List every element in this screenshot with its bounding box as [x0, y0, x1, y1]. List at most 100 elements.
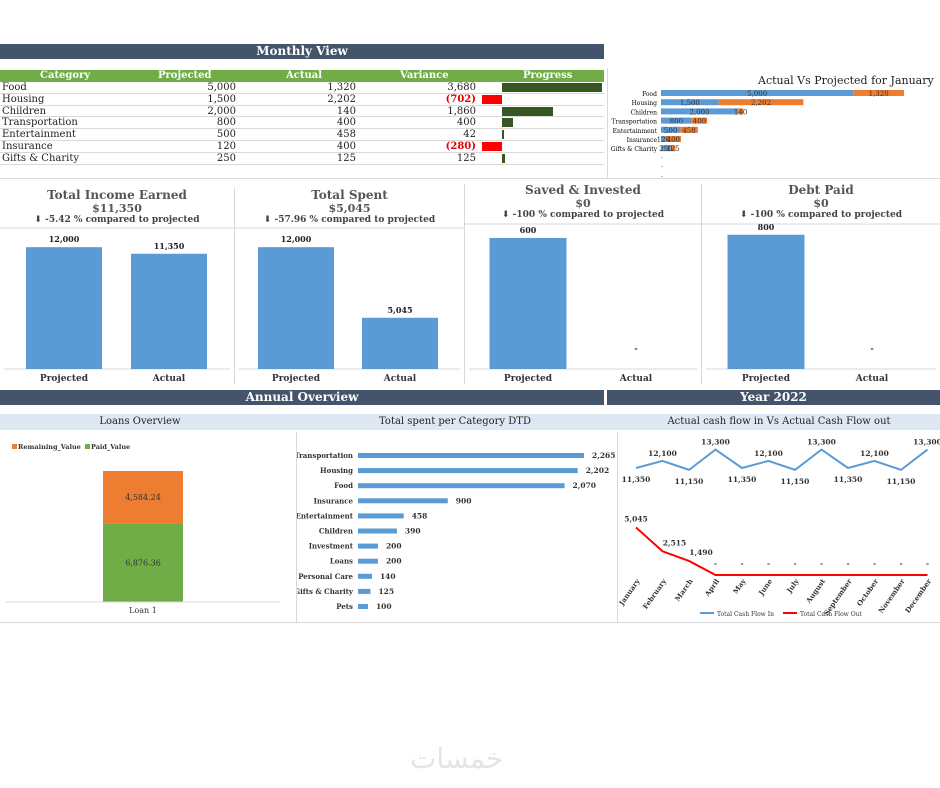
cell-actual: 140 [336, 105, 356, 117]
category-label: Projected [742, 374, 791, 384]
data-label: 390 [405, 527, 421, 536]
cell-actual: 400 [336, 117, 356, 129]
empty-label: - [661, 164, 663, 171]
cell-category: Entertainment [2, 129, 76, 141]
projected-label: 5,000 [747, 90, 767, 98]
data-label: 12,000 [49, 234, 80, 244]
income-bar-chart: 12,000 Projected 11,350 Actual [0, 227, 234, 384]
kpi-spent-panel: Total Spent $5,045 ⬇ -57.96 % compared t… [235, 184, 464, 384]
kpi-debt-title: Debt Paid [788, 183, 854, 197]
spent-bar [358, 588, 371, 594]
category-label: Personal Care [298, 572, 353, 581]
projected-bar [661, 90, 854, 96]
actual-label: 140 [734, 108, 747, 116]
data-label: 5,045 [624, 514, 648, 523]
actual-label: 1,320 [869, 90, 889, 98]
kpi-bar [258, 247, 334, 369]
select-month-link[interactable]: Select the Month ▶ [725, 46, 833, 57]
month-label: August [803, 576, 827, 605]
spent-bar-chart: 12,000 Projected 5,045 Actual [235, 227, 464, 384]
remaining-segment [103, 471, 183, 524]
category-label: Projected [40, 374, 89, 384]
data-label: - [926, 559, 929, 568]
actual-vs-projected-svg: Food 5,000 1,320 Housing 1,500 2,202 Children 2… [611, 90, 905, 178]
cell-projected: 500 [216, 129, 236, 141]
kpi-spent-value: $5,045 [328, 202, 371, 215]
data-label: 1,490 [689, 548, 713, 557]
category-label: Children [319, 527, 353, 536]
annual-overview-title: Annual Overview [0, 390, 604, 405]
data-label: 2,265 [592, 451, 616, 460]
month-label: June [756, 577, 775, 598]
cash-in-line [635, 448, 929, 471]
spent-bar [358, 513, 404, 519]
data-label: 11,350 [834, 475, 863, 484]
divider [0, 622, 940, 623]
watermark-logo: خمسات [410, 742, 504, 775]
projected-bar [661, 108, 738, 115]
data-label: - [820, 559, 823, 568]
kpi-spent-compare: ⬇ -57.96 % compared to projected [263, 215, 436, 225]
legend-label: Remaining_Value [18, 443, 81, 451]
month-label: October [855, 577, 881, 608]
category-label: Projected [272, 374, 321, 384]
category-label: Actual [383, 374, 417, 384]
month-label: May [731, 576, 748, 595]
category-label: Actual [152, 374, 186, 384]
kpi-debt-value: $0 [813, 197, 829, 210]
empty-label: - [661, 173, 663, 178]
table-row: Housing 1,500 2,202 (702) [0, 94, 604, 106]
data-label: - [714, 559, 717, 568]
table-header: Category Projected Actual Variance Progr… [0, 70, 604, 82]
data-label: 13,300 [913, 438, 940, 447]
loans-overview-title: Loans Overview [99, 416, 181, 427]
cell-variance: 42 [463, 129, 476, 141]
cell-category: Insurance [2, 140, 53, 152]
kpi-bar [362, 317, 438, 369]
kpi-debt-panel: Debt Paid $0 ⬇ -100 % compared to projec… [702, 180, 940, 384]
data-label: 11,150 [675, 477, 704, 486]
debt-bar-chart: 800 Projected - Actual [702, 222, 940, 384]
projected-label: 2,000 [689, 108, 709, 116]
selected-month-value[interactable]: January [829, 46, 873, 57]
data-label: - [899, 559, 902, 568]
data-label: 458 [412, 511, 428, 520]
category-label: Actual [619, 374, 653, 384]
category-label: Food [334, 481, 353, 490]
kpi-income-value: $11,350 [92, 202, 142, 215]
cell-category: Children [2, 105, 47, 117]
cell-projected: 800 [216, 117, 236, 129]
spent-bar [358, 498, 448, 504]
data-label: - [634, 343, 637, 353]
data-label: 12,100 [648, 449, 677, 458]
kpi-saved-value: $0 [575, 197, 591, 210]
spent-bar [358, 573, 372, 579]
table-row: Food 5,000 1,320 3,680 [0, 82, 604, 94]
table-row: Entertainment 500 458 42 [0, 129, 604, 141]
kpi-saved-compare: ⬇ -100 % compared to projected [501, 210, 664, 220]
saved-bar-chart: 600 Projected - Actual [465, 223, 701, 384]
progress-bar [502, 83, 602, 92]
spent-bar [358, 543, 378, 549]
cashflow-chart: 11,350 12,100 11,150 13,300 11,350 12,100 11,1… [618, 438, 940, 618]
projected-label: 120 [657, 136, 670, 144]
remaining-label: 4,584.24 [125, 493, 161, 502]
col-progress: Progress [523, 70, 573, 81]
kpi-income-panel: Total Income Earned $11,350 ⬇ -5.42 % co… [0, 184, 234, 384]
col-variance: Variance [400, 70, 449, 81]
actual-bar [718, 99, 804, 106]
data-label: 2,202 [586, 466, 610, 475]
month-label: July [784, 576, 801, 595]
legend-swatch [85, 444, 90, 449]
cashflow-title: Actual cash flow in Vs Actual Cash Flow … [667, 416, 891, 427]
progress-bar [482, 94, 502, 104]
kpi-bar [131, 253, 207, 369]
cell-projected: 250 [216, 152, 236, 164]
data-label: 140 [380, 572, 396, 581]
legend-label: Total Cash Flow Out [800, 611, 863, 618]
divider [234, 188, 235, 384]
data-label: 11,350 [622, 475, 651, 484]
table-row: Transportation 800 400 400 [0, 117, 604, 130]
category-label: Housing [632, 100, 658, 107]
category-label: Insurance [314, 496, 354, 505]
